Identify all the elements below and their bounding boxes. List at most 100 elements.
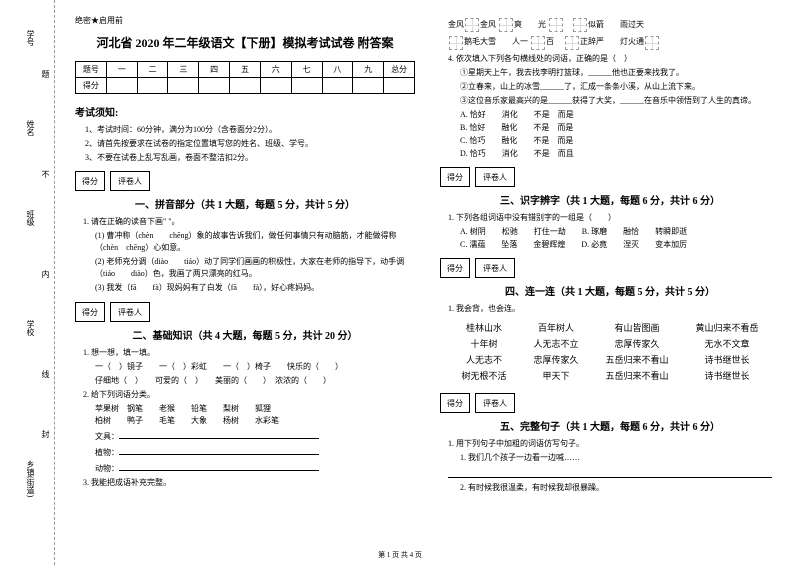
left-column: 绝密★启用前 河北省 2020 年二年级语文【下册】模拟考试试卷 附答案 题号 … (75, 15, 415, 496)
grade-box: 得分 评卷人 (440, 258, 780, 278)
match-item: 桂林山水 (461, 320, 506, 336)
cell: 二 (137, 62, 168, 78)
secret-label: 绝密★启用前 (75, 15, 415, 26)
cell: 五 (230, 62, 261, 78)
match-item: 甲天下 (533, 368, 578, 384)
q2-cat: 动物： (95, 461, 415, 475)
q4-line: ①星期天上午，我去找李明打篮球，______他也正要来找我了。 (460, 67, 780, 79)
cell: 八 (322, 62, 353, 78)
grader-cell: 评卷人 (475, 258, 515, 278)
match-item: 人无志不立 (533, 336, 578, 352)
cat-label: 植物： (95, 448, 119, 457)
notice-item: 1、考试时间：60分钟，满分为100分（含卷面分2分）。 (85, 124, 415, 135)
notice-item: 2、请首先按要求在试卷的指定位置填写您的姓名、班级、学号。 (85, 138, 415, 149)
right-column: 金风金风 爽 光 似箭 雨过天 鹅毛大雪 人一 百 正辞严 灯火通 4. 依次填… (440, 15, 780, 496)
cell: 九 (353, 62, 384, 78)
grader-cell: 评卷人 (475, 393, 515, 413)
section-title-5: 五、完整句子（共 1 大题，每题 6 分，共计 6 分） (440, 418, 780, 433)
q2-stem2: 2. 给下列词语分类。 (83, 389, 415, 401)
q5-line: 2. 有时候我很温柔，有时候我却很暴躁。 (460, 482, 780, 494)
score-cell: 得分 (440, 258, 470, 278)
score-table: 题号 一 二 三 四 五 六 七 八 九 总分 得分 (75, 61, 415, 94)
q1-line: (2) 老师充分调（diào tiáo）动了同学们画画的积极性，大家在老师的指导… (95, 256, 415, 280)
q2-line: 仔细地（ ） 可爱的（ ） 美丽的（ ） 浓浓的（ ） (95, 375, 415, 387)
q5-line: 1. 我们几个孩子一边看一边喊…… (460, 452, 780, 464)
bind-mark: 不 (40, 170, 51, 178)
match-item: 忠厚传家久 (605, 336, 668, 352)
q4-1-stem: 1. 我会背，也会连。 (448, 303, 780, 315)
grader-cell: 评卷人 (110, 302, 150, 322)
q2-words: 苹果树 钢笔 老猴 铅笔 梨树 狐狸 柏树 鸭子 毛笔 大象 杨树 水彩笔 (95, 403, 415, 427)
answer-line (448, 468, 772, 478)
q5-stem: 1. 用下列句子中加粗的词语仿写句子。 (448, 438, 780, 450)
match-item: 百年树人 (533, 320, 578, 336)
q4-line: ②立春来，山上的冰雪______了，汇成一条条小溪，从山上流下来。 (460, 81, 780, 93)
section-title-1: 一、拼音部分（共 1 大题，每题 5 分，共计 5 分） (75, 196, 415, 211)
match-item: 无水不文章 (695, 336, 758, 352)
q4-opt: D. 恰巧 消化 不是 而且 (460, 148, 780, 159)
match-item: 五岳归来不看山 (605, 352, 668, 368)
match-item: 诗书继世长 (695, 352, 758, 368)
q2-stem1: 1. 想一想，填一填。 (83, 347, 415, 359)
match-col-c: 有山皆图画 忠厚传家久 五岳归来不看山 五岳归来不看山 (605, 320, 668, 385)
notice-title: 考试须知: (75, 104, 415, 119)
q4-opt: A. 恰好 消化 不是 而是 (460, 109, 780, 120)
match-item: 五岳归来不看山 (605, 368, 668, 384)
q1-line: (1) 曹冲称（chèn chēng）象的故事告诉我们，做任何事情只有动脑筋，才… (95, 230, 415, 254)
q4-stem: 4. 依次填入下列各句横线处的词语，正确的是（ ） (448, 53, 780, 65)
cell: 七 (291, 62, 322, 78)
q2-cat: 植物： (95, 445, 415, 459)
q3-opt: A. 树阴 松驰 打住一劫 B. 琢磨 融恰 转瞬即逝 (460, 226, 780, 237)
grade-box: 得分 评卷人 (440, 167, 780, 187)
q1-line: (3) 我发（fā fà）现妈妈有了白发（fā fà），好心疼妈妈。 (95, 282, 415, 294)
match-col-a: 桂林山水 十年树 人无志不 树无根不活 (461, 320, 506, 385)
char-text: 正辞严 灯火通 (580, 37, 644, 46)
cell: 四 (199, 62, 230, 78)
bind-mark: 内 (40, 270, 51, 278)
match-item: 忠厚传家久 (533, 352, 578, 368)
binding-margin: 学号 姓名 班级 学校 乡镇(街道) 题 不 内 线 封 (0, 0, 55, 565)
section-title-3: 三、识字辨字（共 1 大题，每题 6 分，共计 6 分） (440, 192, 780, 207)
field-school: 学校 (25, 320, 36, 336)
score-cell: 得分 (75, 302, 105, 322)
grade-box: 得分 评卷人 (75, 171, 415, 191)
field-student-id: 学号 (25, 30, 36, 46)
cell: 题号 (76, 62, 107, 78)
field-town: 乡镇(街道) (25, 460, 36, 497)
match-item: 黄山归来不看岳 (695, 320, 758, 336)
cell: 总分 (384, 62, 415, 78)
match-columns: 桂林山水 十年树 人无志不 树无根不活 百年树人 人无志不立 忠厚传家久 甲天下… (448, 320, 772, 385)
table-row: 题号 一 二 三 四 五 六 七 八 九 总分 (76, 62, 415, 78)
score-cell: 得分 (440, 393, 470, 413)
match-item: 树无根不活 (461, 368, 506, 384)
score-cell: 得分 (440, 167, 470, 187)
table-row: 得分 (76, 78, 415, 94)
match-item: 人无志不 (461, 352, 506, 368)
char-row: 鹅毛大雪 人一 百 正辞严 灯火通 (448, 35, 780, 49)
field-name: 姓名 (25, 120, 36, 136)
q3-opt: C. 濡蕴 坠落 金碧辉煌 D. 必竟 涅灭 变本加厉 (460, 239, 780, 250)
notice-item: 3、不要在试卷上乱写乱画，卷面不整洁扣2分。 (85, 152, 415, 163)
cell: 六 (260, 62, 291, 78)
cat-label: 文具： (95, 432, 119, 441)
match-col-d: 黄山归来不看岳 无水不文章 诗书继世长 诗书继世长 (695, 320, 758, 385)
section-title-2: 二、基础知识（共 4 大题，每题 5 分，共计 20 分） (75, 327, 415, 342)
cell: 一 (106, 62, 137, 78)
bind-mark: 题 (40, 70, 51, 78)
grader-cell: 评卷人 (475, 167, 515, 187)
page-footer: 第 1 页 共 4 页 (0, 550, 800, 560)
grade-box: 得分 评卷人 (75, 302, 415, 322)
char-row: 金风金风 爽 光 似箭 雨过天 (448, 18, 780, 32)
char-text: 鹅毛大雪 人一 (464, 37, 528, 46)
char-text: 爽 光 (514, 20, 546, 29)
grader-cell: 评卷人 (110, 171, 150, 191)
cell: 得分 (76, 78, 107, 94)
char-text: 似箭 雨过天 (588, 20, 644, 29)
page-content: 绝密★启用前 河北省 2020 年二年级语文【下册】模拟考试试卷 附答案 题号 … (65, 0, 800, 501)
q3-stem: 1. 下列各组词语中没有错别字的一组是（ ） (448, 212, 780, 224)
char-text: 金风 (480, 20, 496, 29)
q2-cat: 文具： (95, 429, 415, 443)
match-item: 十年树 (461, 336, 506, 352)
cell: 三 (168, 62, 199, 78)
q4-line: ③这位音乐家最高兴的是______获得了大奖，______在音乐中领悟到了人生的… (460, 95, 780, 107)
